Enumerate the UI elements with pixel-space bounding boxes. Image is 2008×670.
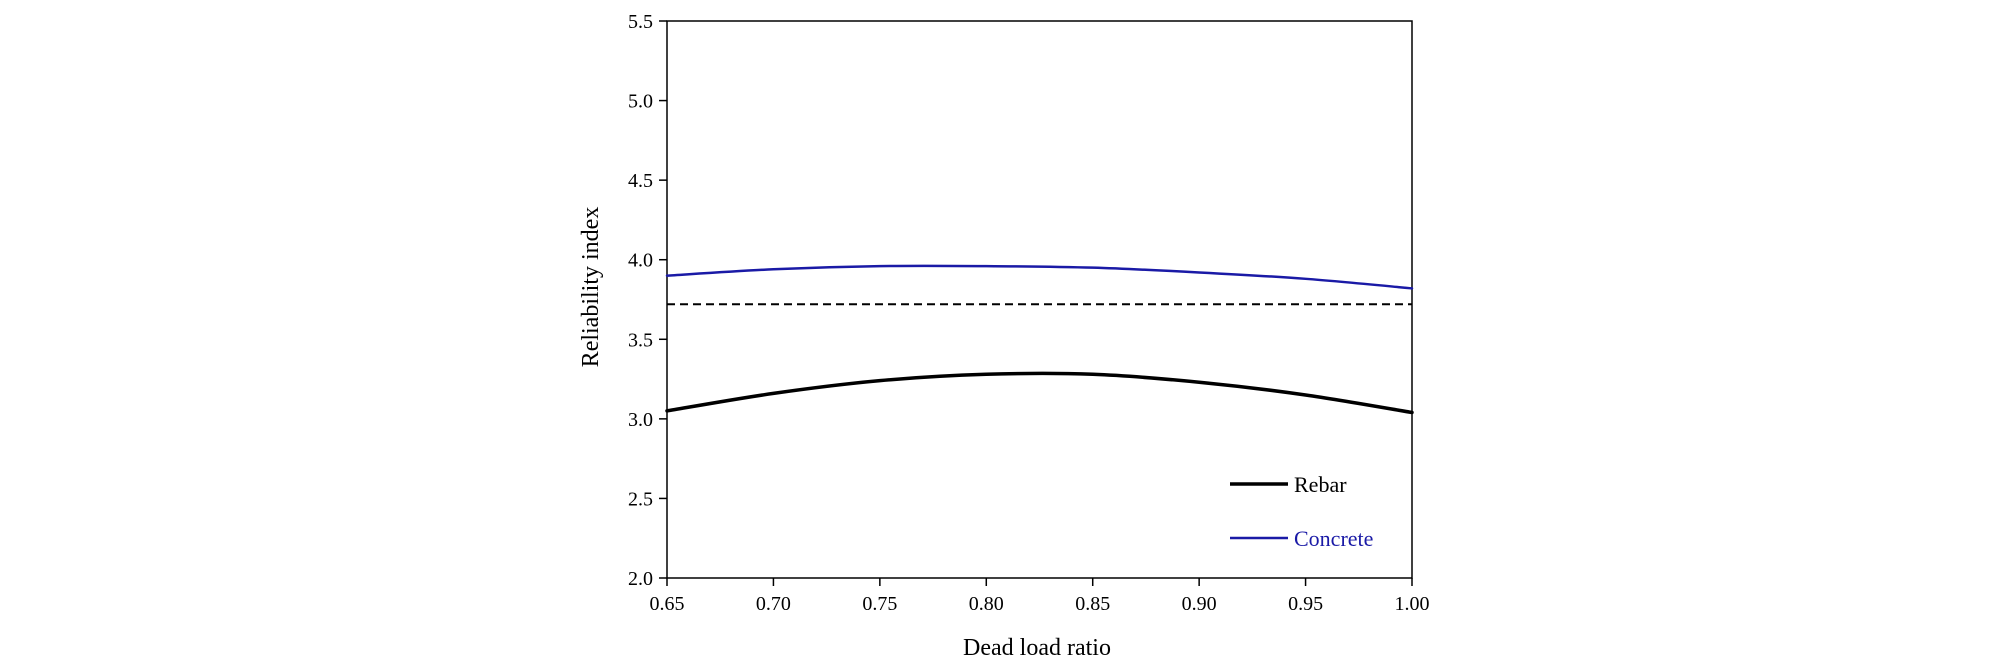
- y-tick-label: 4.0: [628, 250, 653, 272]
- y-tick-label: 5.5: [628, 11, 653, 33]
- x-tick-label: 0.80: [969, 593, 1004, 615]
- y-axis-title: Reliability index: [578, 207, 604, 368]
- x-tick-label: 0.70: [756, 593, 791, 615]
- x-tick-label: 0.75: [862, 593, 897, 615]
- y-tick-label: 4.5: [628, 170, 653, 192]
- x-axis-title: Dead load ratio: [963, 635, 1111, 661]
- legend-label-rebar: Rebar: [1294, 472, 1347, 497]
- x-tick-label: 0.90: [1182, 593, 1217, 615]
- y-tick-label: 5.0: [628, 91, 653, 113]
- y-tick-label: 2.0: [628, 568, 653, 590]
- x-tick-label: 0.65: [650, 593, 685, 615]
- x-tick-label: 0.85: [1075, 593, 1110, 615]
- plot-frame: [666, 20, 1413, 579]
- series-line-concrete: [665, 264, 1414, 290]
- series-line-rebar: [665, 371, 1414, 415]
- x-tick-label: 1.00: [1395, 593, 1430, 615]
- y-tick-label: 3.5: [628, 329, 653, 351]
- y-tick-label: 2.5: [628, 488, 653, 510]
- x-tick-label: 0.95: [1288, 593, 1323, 615]
- y-tick-label: 3.0: [628, 409, 653, 431]
- legend-label-concrete: Concrete: [1294, 526, 1373, 551]
